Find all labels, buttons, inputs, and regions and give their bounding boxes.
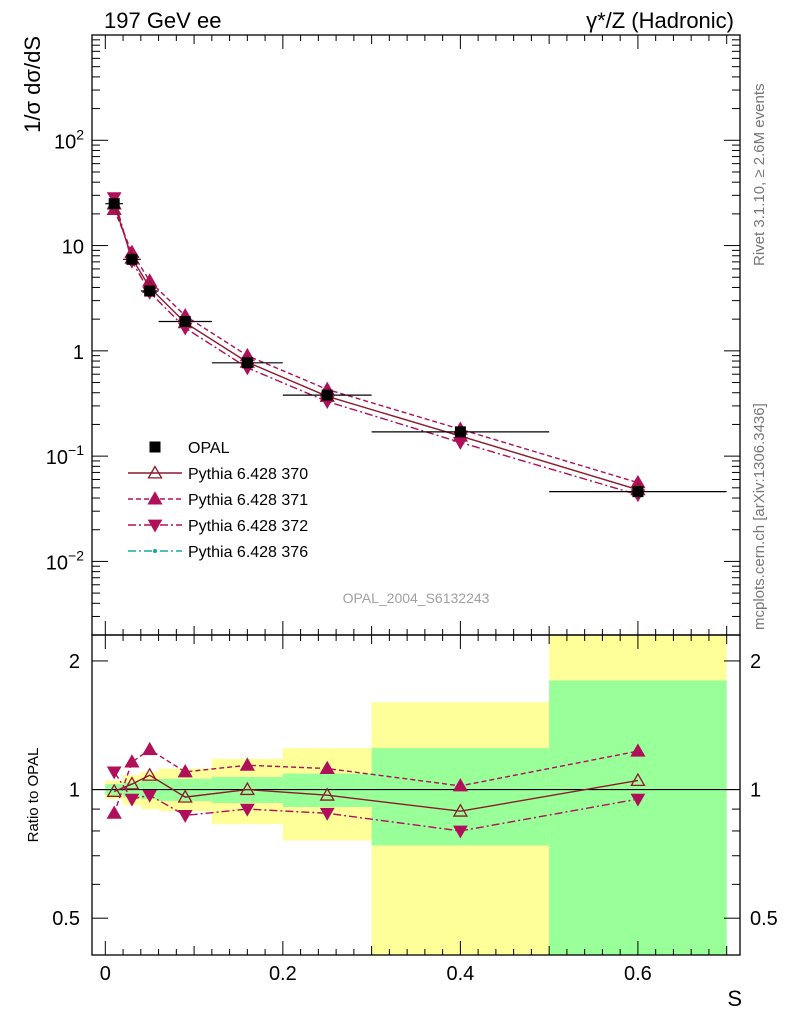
axis-ticks xyxy=(92,35,740,955)
ratio-point-mc372-5 xyxy=(319,807,335,821)
main-y-tick-label: 1 xyxy=(73,342,84,364)
header-right-title: γ*/Z (Hadronic) xyxy=(586,8,734,33)
ratio-point-mc372-0 xyxy=(106,766,122,780)
header-left-title: 197 GeV ee xyxy=(104,8,221,33)
ratio-point-mc370-7 xyxy=(630,772,646,787)
legend: OPAL Pythia 6.428 370 Pythia 6.428 371 Pyth… xyxy=(128,440,308,561)
ratio-series-lines xyxy=(106,741,646,839)
main-point-mc372-6 xyxy=(453,437,468,450)
legend-label-mc376: Pythia 6.428 376 xyxy=(188,544,308,561)
x-tick-label: 0.4 xyxy=(446,963,474,985)
ratio-point-mc371-5 xyxy=(319,760,335,775)
ratio-point-mc370-2 xyxy=(142,767,158,781)
ratio-y-axis-label: Ratio to OPAL xyxy=(25,748,42,843)
ratio-y-tick-label-left: 2 xyxy=(69,651,80,673)
ratio-point-mc372-7 xyxy=(630,793,646,807)
legend-label-mc372: Pythia 6.428 372 xyxy=(188,518,308,535)
ratio-point-mc372-1 xyxy=(124,793,140,807)
main-series-lines xyxy=(105,192,727,503)
main-y-tick-label: 10−1 xyxy=(46,442,84,469)
mcplots-label: mcplots.cern.ch [arXiv:1306.3436] xyxy=(751,403,768,630)
ratio-point-mc372-4 xyxy=(239,803,255,817)
ratio-point-mc370-1 xyxy=(124,776,140,790)
legend-label-mc371: Pythia 6.428 371 xyxy=(188,492,308,509)
x-axis-label: S xyxy=(727,986,742,1011)
main-y-tick-label: 10 xyxy=(62,237,84,259)
analysis-watermark: OPAL_2004_S6132243 xyxy=(343,590,490,606)
main-point-data-7 xyxy=(632,486,644,498)
ratio-band-inner-7 xyxy=(549,680,727,955)
legend-marker-mc371 xyxy=(147,491,163,505)
ratio-point-mc371-6 xyxy=(452,778,469,792)
ratio-point-mc372-2 xyxy=(142,789,158,803)
ratio-point-mc371-0 xyxy=(106,805,122,819)
legend-marker-data xyxy=(149,441,161,453)
ratio-y-tick-label-left: 0.5 xyxy=(52,908,80,930)
legend-marker-mc376 xyxy=(153,549,157,553)
legend-label-data: OPAL xyxy=(188,440,230,457)
ratio-point-mc371-2 xyxy=(142,741,158,756)
ratio-point-mc371-3 xyxy=(177,764,193,778)
ratio-band-inner-5 xyxy=(282,773,372,808)
plot-frames xyxy=(91,34,741,956)
ratio-point-mc370-6 xyxy=(452,803,469,817)
main-line-mc372 xyxy=(113,197,639,496)
ratio-point-mc370-5 xyxy=(319,787,335,801)
x-tick-label: 0.6 xyxy=(624,963,652,985)
ratio-y-tick-label-left: 1 xyxy=(69,780,80,802)
legend-label-mc370: Pythia 6.428 370 xyxy=(188,466,308,483)
ratio-point-mc372-3 xyxy=(177,810,193,823)
main-point-data-6 xyxy=(454,426,466,438)
main-point-data-2 xyxy=(144,285,156,297)
main-y-axis-label: 1/σ dσ/dS xyxy=(20,36,45,133)
rivet-label: Rivet 3.1.10, ≥ 2.6M events xyxy=(751,84,768,267)
x-tick-label: 0 xyxy=(100,963,111,985)
ratio-point-mc370-4 xyxy=(239,781,255,796)
ratio-y-tick-label-right: 2 xyxy=(750,651,761,673)
axis-tick-labels: 0 0.2 0.4 0.6 10−2 10−1 1 10 102 0.5 0.5 1 1 2 2 xyxy=(46,126,778,985)
main-point-data-4 xyxy=(241,357,253,369)
main-y-tick-label: 10−2 xyxy=(46,547,84,574)
ratio-point-mc371-1 xyxy=(124,754,140,768)
ratio-point-mc371-7 xyxy=(630,743,646,757)
x-tick-label: 0.2 xyxy=(269,963,297,985)
ratio-point-mc371-4 xyxy=(239,757,255,771)
main-point-data-3 xyxy=(179,315,191,327)
ratio-point-mc370-0 xyxy=(106,783,122,797)
legend-marker-mc370 xyxy=(147,465,163,479)
ratio-point-mc372-6 xyxy=(453,825,468,839)
main-point-data-0 xyxy=(108,198,120,210)
legend-marker-mc372 xyxy=(147,519,163,533)
main-y-tick-label: 102 xyxy=(54,126,84,153)
main-point-data-1 xyxy=(126,253,138,265)
main-point-data-5 xyxy=(321,389,333,401)
ratio-y-tick-label-right: 0.5 xyxy=(750,908,778,930)
ratio-frame xyxy=(91,634,741,956)
ratio-point-mc370-3 xyxy=(177,789,193,803)
ratio-y-tick-label-right: 1 xyxy=(750,780,761,802)
